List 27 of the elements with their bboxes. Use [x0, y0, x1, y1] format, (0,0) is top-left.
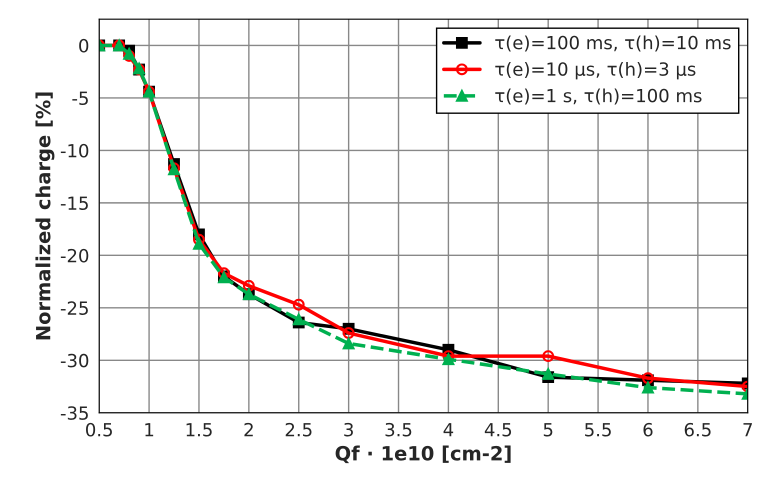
x-tick-label: 4.5 — [484, 423, 512, 436]
x-tick-label: 0.5 — [86, 422, 112, 436]
x-tick-label: 6.5 — [684, 422, 711, 436]
y-tick-label: -10 — [60, 144, 88, 158]
x-tick-label: 2 — [244, 422, 253, 436]
y-tick-label: -35 — [60, 406, 88, 420]
x-tick-label: 3 — [344, 422, 353, 436]
y-tick-label: -30 — [60, 354, 88, 368]
x-tick-label: 1 — [145, 423, 154, 436]
x-tick-label: 4 — [444, 423, 454, 436]
x-tick-label: 1.5 — [186, 423, 212, 436]
x-tick-label: 2.5 — [286, 422, 312, 436]
x-tick-label: 3.5 — [386, 422, 412, 436]
x-tick-label: 5.5 — [585, 423, 611, 436]
legend-label: τ(e)=100 ms, τ(h)=10 ms — [495, 35, 731, 52]
legend-label: τ(e)=10 µs, τ(h)=3 µs — [495, 62, 696, 80]
y-tick-label: -20 — [60, 248, 88, 262]
y-tick-label: -25 — [60, 301, 88, 315]
x-tick-label: 5 — [544, 423, 552, 436]
x-axis-title: Qf · 1e10 [cm-2] — [336, 446, 511, 464]
x-tick-label: 6 — [643, 422, 653, 436]
y-tick-label: 0 — [79, 38, 88, 53]
x-tick-label: 7 — [743, 423, 752, 436]
y-tick-label: -5 — [72, 92, 88, 106]
y-tick-label: -15 — [60, 196, 88, 210]
y-axis-title: Normalized charge [%] — [35, 92, 54, 340]
legend-label: τ(e)=1 s, τ(h)=100 ms — [495, 88, 702, 105]
